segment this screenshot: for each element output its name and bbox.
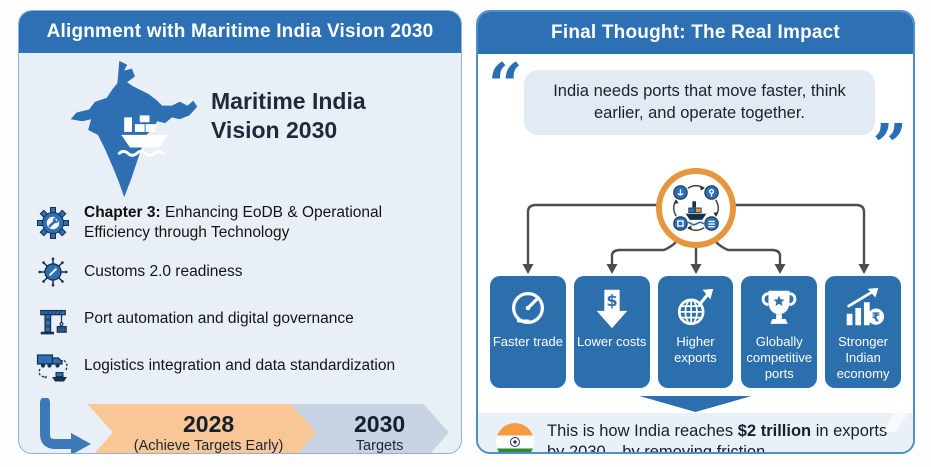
bullet-text: Logistics integration and data standardi… xyxy=(84,356,396,374)
left-panel: Alignment with Maritime India Vision 203… xyxy=(18,10,462,454)
speedometer-icon xyxy=(505,284,551,332)
outcome-competitive-ports: Globally competitive ports xyxy=(741,276,818,388)
vision-hero: Maritime India Vision 2030 xyxy=(19,53,461,201)
gear-wrench-icon xyxy=(35,205,71,241)
milestone-year: 2028 xyxy=(183,411,235,438)
outcome-row: Faster trade $ Lower costs xyxy=(478,276,913,388)
corner-arrow-icon xyxy=(40,397,91,453)
conclusion-bar: This is how India reaches $2 trillion in… xyxy=(478,398,913,454)
right-panel-header: Final Thought: The Real Impact xyxy=(478,12,913,54)
right-panel-body: “ India needs ports that move faster, th… xyxy=(478,56,913,454)
down-chevron-icon xyxy=(639,396,752,412)
right-panel: Final Thought: The Real Impact “ India n… xyxy=(476,10,915,454)
growth-chart-rupee-icon: ₹ xyxy=(840,284,886,332)
dollar-down-arrow-icon: $ xyxy=(589,284,635,332)
outcome-lower-costs: $ Lower costs xyxy=(573,276,650,388)
bullet-text: Port automation and digital governance xyxy=(84,309,354,327)
globe-up-arrow-icon xyxy=(672,284,718,332)
port-ecosystem-cycle-icon xyxy=(656,168,736,248)
target-year: 2030 xyxy=(354,411,406,438)
open-quote-icon: “ xyxy=(488,51,523,121)
target-note: Targets xyxy=(355,437,404,454)
timeline: 2028 (Achieve Targets Early) 2030 Target… xyxy=(19,395,461,454)
milestone-note: (Achieve Targets Early) xyxy=(133,437,284,454)
target-2030-chevron: 2030 Targets xyxy=(290,404,449,454)
outcome-label: Globally competitive ports xyxy=(746,334,813,381)
bullet-text: Chapter 3: Enhancing EoDB & Operational … xyxy=(84,204,383,241)
bullet-port-automation: Port automation and digital governance xyxy=(35,301,447,337)
outcome-label: Stronger Indian economy xyxy=(836,334,890,381)
bullet-customs: Customs 2.0 readiness xyxy=(35,254,447,290)
close-quote-icon: ” xyxy=(872,111,907,182)
next-arrow-icon[interactable] xyxy=(883,398,907,432)
svg-text:₹: ₹ xyxy=(872,309,881,324)
india-map-with-ship-icon xyxy=(70,60,198,198)
bullet-chapter3: Chapter 3: Enhancing EoDB & Operational … xyxy=(35,203,447,243)
cargo-ship-icon xyxy=(117,115,168,157)
quote-text: India needs ports that move faster, thin… xyxy=(524,70,875,135)
svg-text:$: $ xyxy=(606,291,617,310)
bullet-text: Customs 2.0 readiness xyxy=(84,262,243,280)
logistics-truck-ship-icon xyxy=(35,348,71,384)
bullet-logistics: Logistics integration and data standardi… xyxy=(35,348,447,384)
conclusion-text: This is how India reaches $2 trillion in… xyxy=(547,421,888,454)
trophy-icon xyxy=(756,284,802,332)
outcome-stronger-economy: ₹ Stronger Indian economy xyxy=(825,276,901,388)
port-crane-icon xyxy=(35,301,71,337)
quote-zone: “ India needs ports that move faster, th… xyxy=(488,56,907,177)
outcome-label: Lower costs xyxy=(577,334,647,349)
milestone-2028-chevron: 2028 (Achieve Targets Early) xyxy=(87,404,316,454)
customs-chip-icon xyxy=(35,254,71,290)
left-panel-header: Alignment with Maritime India Vision 203… xyxy=(19,11,461,53)
outcome-label: Higher exports xyxy=(674,334,717,365)
india-flag-icon xyxy=(496,422,534,452)
outcome-label: Faster trade xyxy=(492,334,563,349)
outcome-higher-exports: Higher exports xyxy=(657,276,734,388)
left-panel-body: Maritime India Vision 2030 xyxy=(19,53,461,453)
outcome-faster-trade: Faster trade xyxy=(490,276,566,388)
vision-title: Maritime India Vision 2030 xyxy=(211,88,366,144)
alignment-bullet-list: Chapter 3: Enhancing EoDB & Operational … xyxy=(19,201,461,384)
ashoka-chakra-icon xyxy=(510,436,520,447)
